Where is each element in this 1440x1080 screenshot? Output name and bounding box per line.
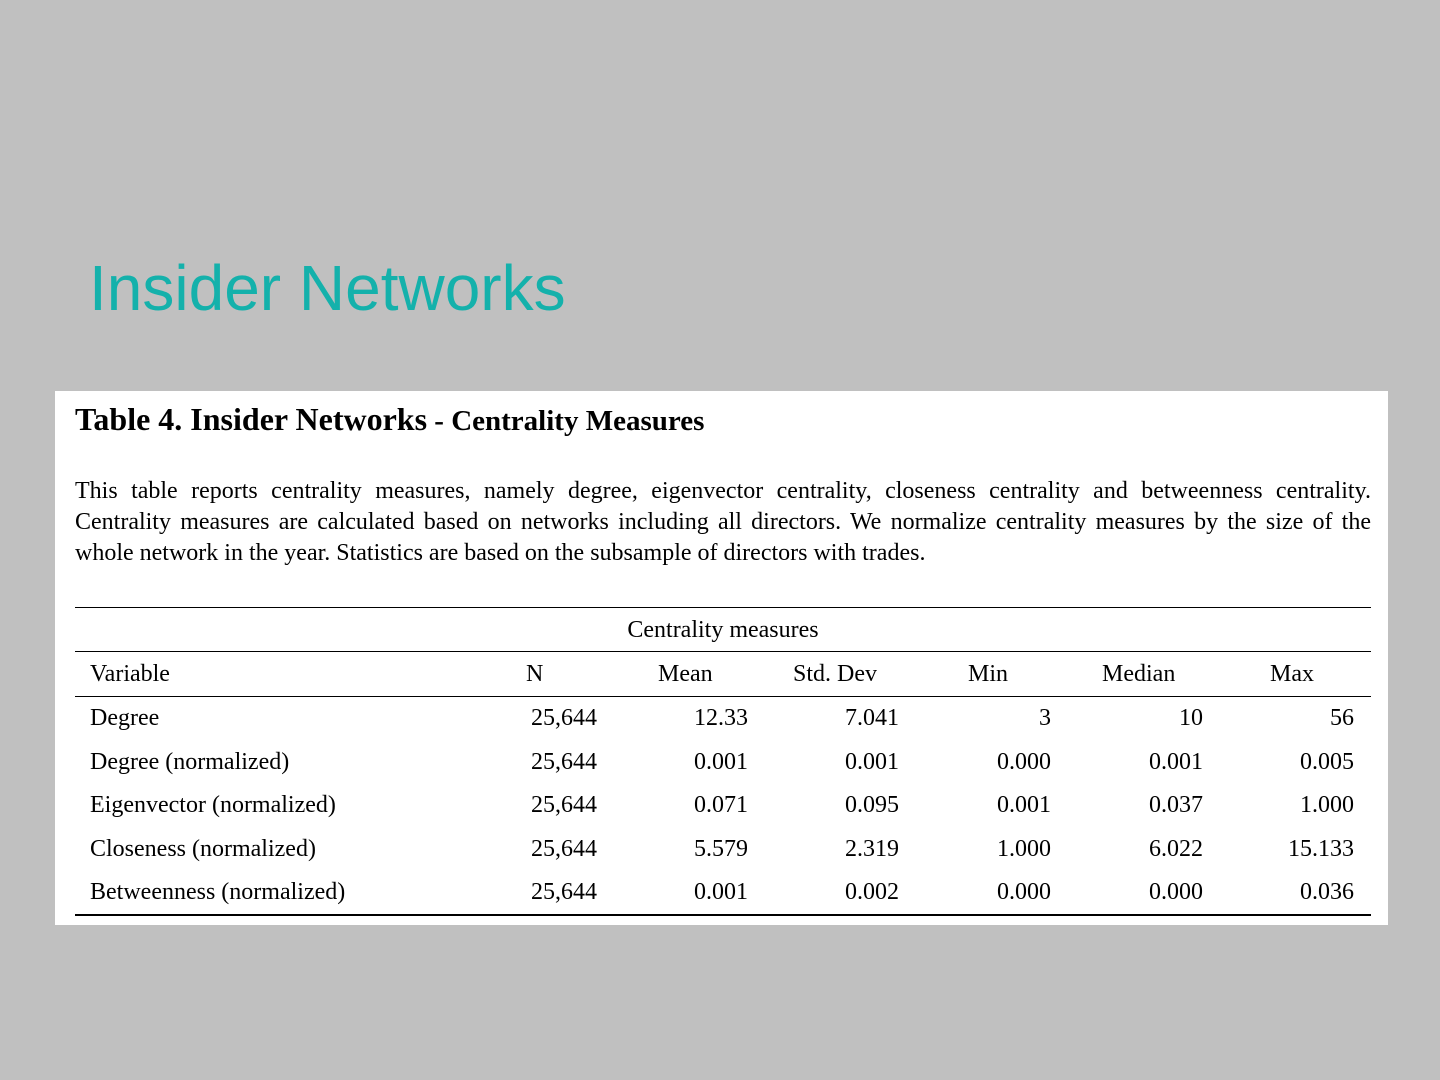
cell-median: 0.037 [1149,792,1203,818]
cell-max: 1.000 [1300,792,1354,818]
column-group-label: Centrality measures [627,617,819,643]
group-label-rule [75,651,1371,652]
table-row: Degree 25,644 12.33 7.041 3 10 56 [55,701,1388,745]
cell-n: 25,644 [531,879,597,905]
table-row: Degree (normalized) 25,644 0.001 0.001 0… [55,745,1388,789]
cell-min: 3 [1039,705,1051,731]
column-header-n: N [526,661,544,687]
cell-median: 0.000 [1149,879,1203,905]
cell-max: 0.005 [1300,748,1354,775]
cell-max: 15.133 [1288,835,1354,862]
cell-median: 6.022 [1149,835,1203,862]
cell-min: 0.000 [997,748,1051,775]
slide-title: Insider Networks [89,252,566,324]
cell-max: 0.036 [1300,879,1354,905]
table-image-panel: Table 4. Insider Networks - Centrality M… [55,391,1388,925]
cell-std-dev: 7.041 [845,705,899,731]
cell-variable: Eigenvector (normalized) [90,792,336,818]
table-title-sub: - Centrality Measures [427,405,705,437]
column-header-std-dev: Std. Dev [793,661,877,687]
cell-mean: 5.579 [694,835,748,862]
column-header-variable: Variable [90,661,170,687]
table-bottom-rule [75,914,1371,916]
column-header-max: Max [1270,661,1314,687]
cell-n: 25,644 [531,705,597,731]
column-header-median: Median [1102,661,1176,687]
cell-min: 0.000 [997,879,1051,905]
cell-min: 1.000 [997,835,1051,862]
cell-variable: Degree [90,705,160,731]
cell-std-dev: 0.001 [845,748,899,775]
column-header-mean: Mean [658,661,713,687]
cell-n: 25,644 [531,792,597,818]
cell-max: 56 [1330,705,1354,731]
table-title-main: Table 4. Insider Networks [75,401,428,437]
cell-mean: 12.33 [694,705,748,731]
cell-std-dev: 2.319 [845,835,899,862]
table-header-row: Variable N Mean Std. Dev Min Median Max [55,657,1388,691]
table-body: Degree 25,644 12.33 7.041 3 10 56 Degree… [55,701,1388,919]
table-row: Closeness (normalized) 25,644 5.579 2.31… [55,832,1388,876]
header-rule [75,696,1371,697]
cell-median: 0.001 [1149,748,1203,775]
cell-std-dev: 0.095 [845,792,899,818]
table-caption: This table reports centrality measures, … [75,478,1371,566]
cell-mean: 0.071 [694,792,748,818]
table-title: Table 4. Insider Networks - Centrality M… [75,397,704,445]
table-row: Eigenvector (normalized) 25,644 0.071 0.… [55,788,1388,832]
cell-variable: Betweenness (normalized) [90,879,346,905]
table-top-rule [75,607,1371,608]
cell-min: 0.001 [997,792,1051,818]
cell-mean: 0.001 [694,748,748,775]
cell-variable: Degree (normalized) [90,748,290,775]
cell-std-dev: 0.002 [845,879,899,905]
column-header-min: Min [968,661,1009,687]
table-row: Betweenness (normalized) 25,644 0.001 0.… [55,875,1388,919]
cell-median: 10 [1179,705,1203,731]
cell-n: 25,644 [531,748,597,775]
cell-mean: 0.001 [694,879,748,905]
cell-n: 25,644 [531,835,597,862]
cell-variable: Closeness (normalized) [90,835,316,862]
